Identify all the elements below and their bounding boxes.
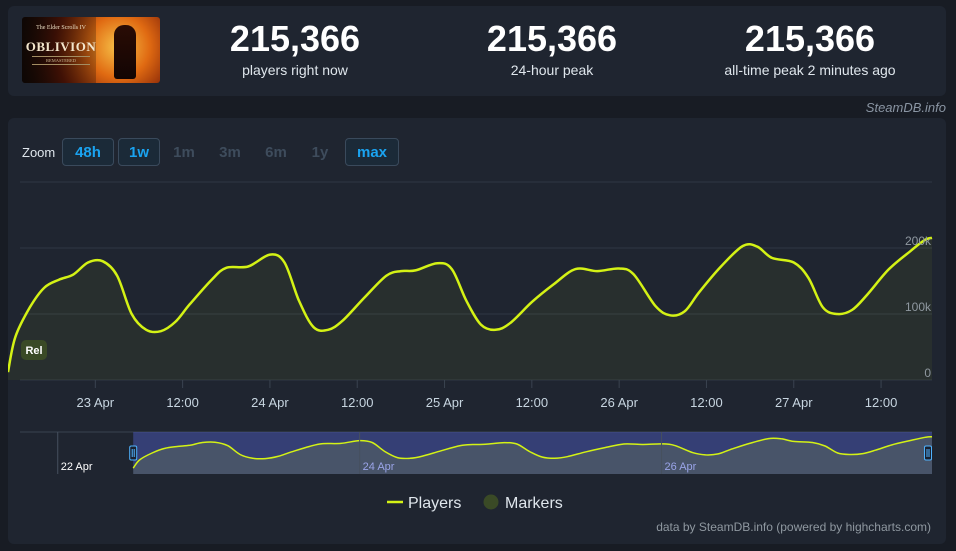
zoom-1m-button[interactable]: 1m (173, 144, 195, 161)
stat-label: 24-hour peak (510, 62, 594, 78)
navigator-left-handle (129, 445, 138, 461)
legend-players-label: Players (408, 495, 461, 512)
x-tick-label: 24 Apr (251, 395, 289, 410)
y-tick-label: 0 (924, 366, 931, 380)
x-tick-label: 12:00 (341, 395, 374, 410)
x-tick-label: 27 Apr (775, 395, 813, 410)
y-tick-label: 100k (905, 300, 932, 314)
logo-series-text: The Elder Scrolls IV (36, 25, 86, 31)
y-tick-label: 200k (905, 234, 932, 248)
logo-figure-icon (114, 25, 136, 79)
x-tick-label: 12:00 (166, 395, 199, 410)
navigator-tick-label: 22 Apr (61, 461, 93, 473)
navigator-tick-label: 26 Apr (665, 461, 697, 473)
navigator[interactable]: 22 Apr 24 Apr 26 Apr (20, 431, 933, 474)
players-line[interactable] (8, 236, 933, 373)
stat-players-now: 215,366 players right now (195, 18, 395, 79)
zoom-1y-button[interactable]: 1y (311, 144, 329, 161)
zoom-label: Zoom (22, 145, 56, 160)
x-tick-label: 12:00 (516, 395, 549, 410)
x-tick-label: 26 Apr (600, 395, 638, 410)
stat-value: 215,366 (229, 18, 361, 59)
x-tick-label: 12:00 (690, 395, 723, 410)
stat-24h-peak: 215,366 24-hour peak (452, 18, 652, 79)
zoom-48h-button[interactable]: 48h (62, 138, 114, 166)
navigator-line (132, 435, 933, 469)
x-tick-label: 23 Apr (77, 395, 115, 410)
navigator-area (133, 436, 932, 474)
game-logo[interactable]: The Elder Scrolls IV OBLIVION REMASTERED (22, 17, 160, 83)
zoom-3m-button[interactable]: 3m (219, 144, 241, 161)
navigator-right-handle (924, 445, 932, 461)
zoom-1w-button[interactable]: 1w (118, 138, 160, 166)
chart-card: Zoom 48h 1w 1m 3m 6m 1y max 23 Apr 12:00 2… (8, 118, 946, 544)
stat-all-time-peak: 215,366 all-time peak 2 minutes ago (710, 18, 910, 79)
logo-shade (22, 17, 96, 83)
zoom-max-button[interactable]: max (345, 138, 399, 166)
legend-markers-label: Markers (505, 495, 563, 512)
logo-title: OBLIVION (25, 39, 97, 54)
legend: Players Markers (387, 494, 563, 512)
stats-card: The Elder Scrolls IV OBLIVION REMASTERED… (8, 6, 946, 96)
x-tick-label: 25 Apr (426, 395, 464, 410)
stat-label: players right now (242, 62, 348, 78)
legend-markers-swatch (483, 494, 499, 510)
markers: Rel (21, 340, 47, 360)
x-axis: 23 Apr 12:00 24 Apr 12:00 25 Apr 12:00 26 Apr 1… (77, 380, 898, 410)
stat-label: all-time peak 2 minutes ago (724, 62, 896, 78)
grid-lines (20, 181, 932, 381)
release-marker-label: Rel (25, 345, 42, 357)
stat-value: 215,366 (486, 18, 618, 59)
highcharts-credit[interactable]: data by SteamDB.info (powered by highcha… (656, 520, 931, 534)
x-tick-label: 12:00 (865, 395, 898, 410)
navigator-tick-label: 24 Apr (363, 461, 395, 473)
release-marker (21, 340, 47, 360)
y-axis: 0 100k 200k (905, 234, 932, 380)
zoom-6m-button[interactable]: 6m (265, 144, 287, 161)
player-count-chart[interactable]: 23 Apr 12:00 24 Apr 12:00 25 Apr 12:00 26 Apr 1… (8, 118, 946, 544)
stat-value: 215,366 (744, 18, 876, 59)
steamdb-credit-link[interactable]: SteamDB.info (865, 100, 946, 115)
logo-subtitle: REMASTERED (32, 56, 90, 65)
